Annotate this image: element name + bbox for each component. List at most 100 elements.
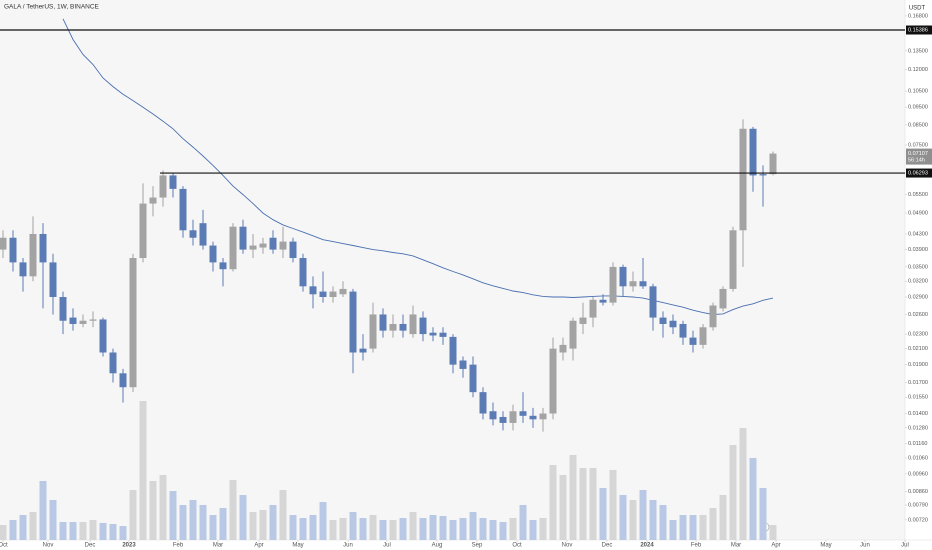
- candle-body: [689, 337, 697, 345]
- candle-body: [99, 319, 107, 353]
- volume-bar: [249, 512, 257, 540]
- y-tick-label: 0.02900: [908, 294, 928, 300]
- y-tick-label: 0.02600: [908, 312, 928, 318]
- candle-body: [39, 233, 47, 263]
- volume-bar: [459, 518, 467, 540]
- volume-bar: [199, 505, 207, 540]
- candle-body: [629, 281, 637, 287]
- volume-bar: [469, 512, 477, 540]
- volume-bar: [739, 428, 747, 540]
- candle-body: [339, 288, 347, 295]
- volume-bar: [159, 475, 167, 540]
- candle-body: [349, 291, 357, 353]
- volume-bar: [509, 518, 517, 540]
- candle-body: [549, 348, 557, 414]
- x-tick-label: Apr: [254, 543, 263, 549]
- y-tick-label: 0.09500: [908, 105, 928, 111]
- x-tick-label: Nov: [43, 543, 54, 549]
- x-tick-label: Jul: [901, 543, 909, 549]
- candle-body: [299, 258, 307, 287]
- candle-body: [379, 314, 387, 331]
- level-label: 0.06293: [908, 170, 928, 176]
- volume-bar: [579, 468, 587, 540]
- candle-body: [329, 291, 337, 297]
- candle-body: [529, 415, 537, 420]
- candle-body: [649, 286, 657, 318]
- candle-body: [69, 317, 77, 324]
- volume-bar: [59, 522, 67, 540]
- candle-body: [319, 291, 327, 297]
- volume-bar: [349, 512, 357, 540]
- y-tick-label: 0.02300: [908, 332, 928, 338]
- y-tick-label: 0.12000: [908, 67, 928, 73]
- candle-body: [509, 411, 517, 423]
- candle-body: [769, 153, 777, 175]
- candle-body: [229, 226, 237, 270]
- y-tick-label: 0.16800: [908, 13, 928, 19]
- volume-bar: [709, 508, 717, 540]
- last-price-label: 0.07107: [908, 151, 928, 157]
- y-tick-label: 0.01060: [908, 455, 928, 461]
- volume-bar: [119, 526, 127, 540]
- volume-bar: [609, 470, 617, 540]
- volume-bar: [129, 490, 137, 540]
- x-tick-label: Dec: [602, 543, 613, 549]
- volume-bar: [229, 480, 237, 540]
- candle-body: [239, 226, 247, 250]
- volume-bar: [309, 515, 317, 540]
- volume-bar: [369, 515, 377, 540]
- candle-body: [499, 416, 507, 423]
- candle-body: [199, 223, 207, 246]
- candle-body: [189, 230, 197, 238]
- x-tick-label: Oct: [0, 543, 8, 549]
- volume-bar: [289, 515, 297, 540]
- candle-body: [279, 241, 287, 250]
- volume-bar: [589, 468, 597, 540]
- volume-bar: [559, 475, 567, 540]
- volume-bar: [169, 491, 177, 540]
- volume-bar: [109, 524, 117, 540]
- volume-bar: [99, 523, 107, 540]
- volume-bar: [379, 520, 387, 540]
- volume-bar: [619, 495, 627, 540]
- candle-body: [439, 332, 447, 337]
- candle-body: [179, 188, 187, 231]
- y-tick-label: 0.00720: [908, 517, 928, 523]
- y-tick-label: 0.01280: [908, 425, 928, 431]
- x-tick-label: Dec: [85, 543, 96, 549]
- volume-bar: [489, 520, 497, 540]
- volume-bar: [149, 481, 157, 540]
- volume-bar: [639, 490, 647, 540]
- volume-bar: [419, 518, 427, 540]
- candle-body: [469, 364, 477, 393]
- volume-bar: [319, 502, 327, 540]
- candle-body: [79, 320, 87, 324]
- volume-bar: [409, 512, 417, 540]
- volume-bar: [499, 522, 507, 540]
- x-tick-label: Mar: [731, 543, 741, 549]
- candle-body: [609, 266, 617, 303]
- volume-bar: [79, 522, 87, 540]
- candle-body: [219, 262, 227, 270]
- volume-bar: [749, 458, 757, 540]
- candle-body: [89, 319, 97, 321]
- currency-label: USDT: [909, 6, 926, 12]
- x-tick-label: Feb: [173, 543, 184, 549]
- volume-bar: [539, 518, 547, 540]
- candle-body: [129, 258, 137, 388]
- volume-bar: [19, 515, 27, 540]
- chart-title: GALA / TetherUS, 1W, BINANCE: [4, 4, 100, 11]
- volume-bar: [699, 515, 707, 540]
- level-badge: [906, 168, 932, 178]
- volume-bar: [219, 508, 227, 540]
- candle-body: [309, 286, 317, 295]
- y-tick-label: 0.00790: [908, 503, 928, 509]
- volume-bar: [299, 518, 307, 540]
- candle-body: [599, 299, 607, 303]
- y-tick-label: 0.01700: [908, 380, 928, 386]
- x-tick-label: May: [292, 543, 303, 549]
- volume-bar: [649, 500, 657, 540]
- candle-body: [289, 241, 297, 259]
- candle-body: [389, 323, 397, 331]
